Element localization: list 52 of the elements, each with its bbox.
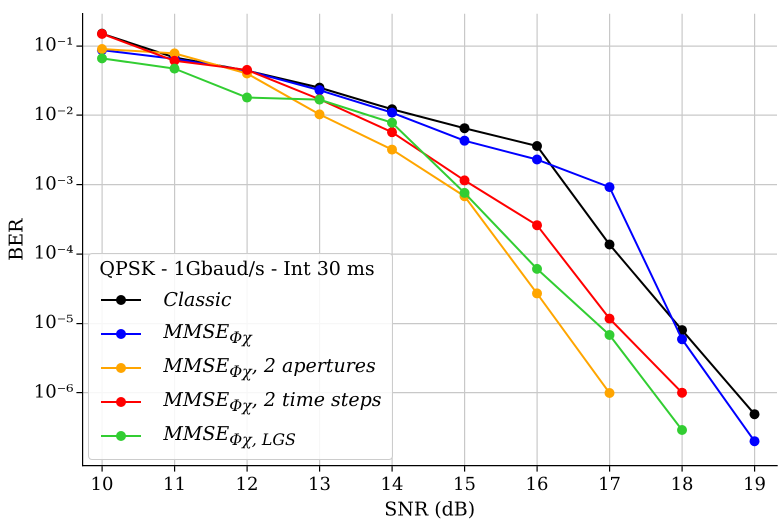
point bbox=[604, 240, 615, 250]
point bbox=[604, 388, 615, 398]
point bbox=[532, 264, 542, 274]
legend-label: MMSE$_{Φχ}$, 2 apertures bbox=[163, 354, 376, 380]
legend-label: Classic bbox=[163, 288, 232, 311]
x-tick-label: 12 bbox=[236, 474, 258, 496]
x-tick-label: 13 bbox=[308, 474, 331, 496]
point bbox=[170, 64, 180, 74]
point bbox=[677, 334, 688, 344]
y-axis-title: BER bbox=[5, 218, 28, 261]
y-tick-label: 10⁻² bbox=[34, 104, 74, 125]
point bbox=[387, 108, 398, 118]
y-tick-label: 10⁻¹ bbox=[34, 34, 74, 56]
point bbox=[242, 92, 252, 103]
point bbox=[750, 409, 760, 420]
point bbox=[460, 188, 470, 198]
point bbox=[96, 53, 107, 64]
x-tick-label: 19 bbox=[743, 474, 766, 496]
point bbox=[314, 85, 325, 96]
point bbox=[532, 154, 542, 165]
point bbox=[460, 136, 470, 146]
point bbox=[387, 144, 398, 155]
legend-label: MMSE$_{Φχ}$, 2 time steps bbox=[163, 388, 382, 414]
x-tick-label: 16 bbox=[526, 474, 548, 496]
point bbox=[387, 127, 398, 138]
x-tick-label: 10 bbox=[90, 474, 114, 496]
legend-title: QPSK - 1Gbaud/s - Int 30 ms bbox=[99, 258, 376, 280]
point bbox=[604, 182, 615, 192]
legend-label: MMSE$_{Φχ, LGS}$ bbox=[163, 422, 296, 448]
point bbox=[677, 388, 688, 398]
y-tick-label: 10⁻³ bbox=[34, 173, 74, 194]
point bbox=[532, 220, 542, 230]
x-tick-label: 17 bbox=[598, 474, 621, 496]
point bbox=[750, 436, 760, 446]
y-tick-label: 10⁻⁵ bbox=[34, 312, 74, 334]
point bbox=[532, 288, 542, 298]
point bbox=[460, 123, 470, 134]
point bbox=[604, 330, 615, 340]
x-tick-label: 15 bbox=[453, 474, 476, 496]
point bbox=[604, 314, 615, 324]
legend-label: MMSE$_{Φχ}$ bbox=[163, 320, 252, 346]
point bbox=[314, 109, 325, 120]
y-tick-label: 10⁻⁴ bbox=[34, 242, 74, 264]
x-tick-label: 18 bbox=[670, 474, 694, 496]
point bbox=[387, 118, 398, 128]
x-axis-title: SNR (dB) bbox=[384, 498, 476, 521]
point bbox=[677, 425, 688, 436]
y-tick-label: 10⁻⁶ bbox=[34, 381, 74, 402]
x-tick-label: 14 bbox=[380, 474, 404, 496]
x-tick-label: 11 bbox=[163, 474, 186, 496]
point bbox=[460, 175, 470, 186]
point bbox=[532, 141, 542, 152]
